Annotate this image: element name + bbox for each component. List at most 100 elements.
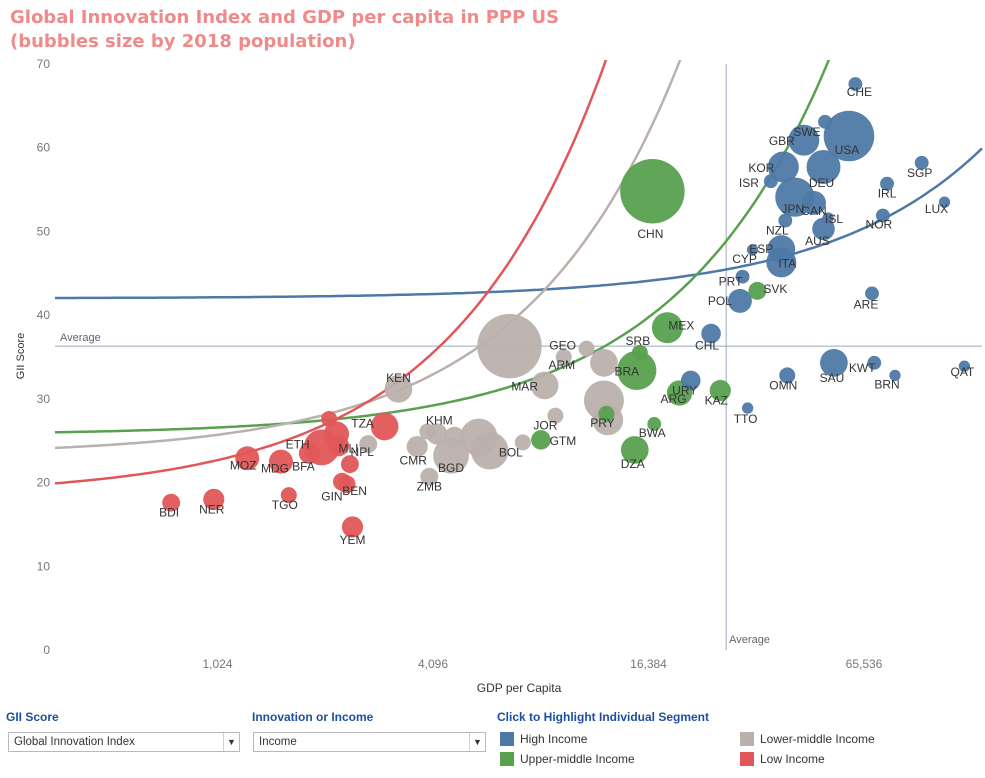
bubble-bol — [514, 434, 531, 451]
trend-line-low — [55, 60, 608, 485]
point-label-isl: ISL — [825, 212, 843, 226]
point-label-mdg: MDG — [261, 462, 289, 476]
point-label-jpn: JPN — [782, 202, 805, 216]
bubble-are — [865, 286, 879, 301]
bubble-bfa — [298, 442, 321, 464]
x-tick-label: 4,096 — [418, 657, 448, 671]
point-label-geo: GEO — [549, 339, 576, 353]
bubble-bwa — [647, 417, 662, 431]
bubble-qat — [958, 360, 971, 372]
point-label-sau: SAU — [820, 371, 845, 385]
bubble-sau — [820, 349, 848, 377]
point-label-yem: YEM — [339, 533, 365, 547]
y-tick-label: 50 — [37, 224, 51, 238]
point-label-bol: BOL — [499, 445, 523, 459]
bubble-che — [848, 77, 863, 92]
y-tick-label: 30 — [37, 392, 51, 406]
point-label-isr: ISR — [739, 176, 759, 190]
bubble-mex — [651, 312, 683, 344]
bubble-moz — [235, 446, 260, 471]
bubble-tza — [370, 412, 399, 441]
legend-label-low-income: Low Income — [760, 752, 825, 766]
chevron-down-icon[interactable]: ▼ — [223, 733, 239, 751]
point-label-khm: KHM — [426, 414, 453, 428]
point-label-irl: IRL — [878, 187, 897, 201]
legend-swatch-high-income — [500, 732, 514, 746]
bubble-npl — [359, 435, 378, 454]
bubble-sgp — [914, 155, 929, 170]
point-label-tgo: TGO — [272, 498, 298, 512]
y-axis-title: GII Score — [15, 333, 27, 379]
point-label-pry: PRY — [590, 416, 614, 430]
highlight-segment-title: Click to Highlight Individual Segment — [497, 710, 710, 724]
point-label-tza: TZA — [351, 416, 374, 430]
point-label-ner: NER — [199, 502, 225, 516]
point-label-chn: CHN — [637, 227, 663, 241]
bubble-pol — [727, 288, 752, 313]
bubble-jor — [547, 407, 564, 424]
point-label-prt: PRT — [719, 275, 743, 289]
legend-swatch-lower-middle-income — [740, 732, 754, 746]
legend-swatch-upper-middle-income — [500, 752, 514, 766]
scatter-chart[interactable]: 0 10 20 30 40 50 60 70 1,024 4,096 16,384 65,536 GDP… — [0, 0, 985, 700]
point-label-brn: BRN — [874, 377, 899, 391]
bubble-ury — [680, 370, 701, 391]
point-label-tto: TTO — [734, 412, 758, 426]
point-label-svk: SVK — [763, 282, 787, 296]
bubble-cyp — [746, 244, 759, 256]
point-label-kwt: KWT — [849, 361, 876, 375]
point-label-omn: OMN — [769, 378, 797, 392]
point-label-eth: ETH — [286, 437, 310, 451]
bubble-srb — [631, 344, 648, 361]
bubble-bgd — [433, 437, 469, 474]
point-label-are: ARE — [854, 297, 879, 311]
bubble-kaz — [709, 379, 731, 402]
bubble-gbr — [788, 124, 820, 156]
point-label-mli: MLI — [338, 442, 358, 456]
legend-item-upper-middle-income[interactable]: Upper-middle Income — [500, 752, 635, 768]
point-label-srb: SRB — [626, 334, 651, 348]
trend-line-high — [55, 147, 983, 300]
legend-item-low-income[interactable]: Low Income — [740, 752, 825, 768]
point-label-nor: NOR — [866, 218, 893, 232]
point-label-sgp: SGP — [907, 166, 932, 180]
bubble-esp — [767, 235, 796, 263]
bubble-isl — [822, 212, 834, 224]
chart-subtitle: (bubbles size by 2018 population) — [10, 31, 356, 52]
point-label-lux: LUX — [925, 202, 948, 216]
legend-item-lower-middle-income[interactable]: Lower-middle Income — [740, 732, 875, 748]
point-label-ken: KEN — [386, 371, 411, 385]
y-tick-label: 0 — [43, 643, 50, 657]
bubble-deu — [806, 149, 841, 184]
bubble-prt — [735, 269, 750, 284]
point-label-deu: DEU — [809, 176, 834, 190]
point-label-ben: BEN — [342, 484, 367, 498]
point-label-gbr: GBR — [769, 134, 795, 148]
bubble-swe — [818, 114, 832, 129]
chevron-down-icon[interactable]: ▼ — [469, 733, 485, 751]
point-label-zmb: ZMB — [417, 480, 442, 494]
bubble-kwt — [867, 355, 882, 370]
legend-swatch-low-income — [740, 752, 754, 766]
bubble-zmb — [420, 467, 439, 486]
point-label-npl: NPL — [351, 445, 375, 459]
point-label-cyp: CYP — [732, 252, 757, 266]
innovation-or-income-dropdown[interactable]: Income ▼ — [253, 732, 486, 752]
point-label-cmr: CMR — [400, 454, 428, 468]
point-label-dza: DZA — [621, 457, 645, 471]
y-tick-label: 10 — [37, 559, 51, 573]
chart-title-block: Global Innovation Index and GDP per capi… — [10, 6, 559, 54]
point-label-chl: CHL — [695, 339, 719, 353]
x-tick-label: 16,384 — [630, 657, 667, 671]
gii-score-dropdown[interactable]: Global Innovation Index ▼ — [8, 732, 240, 752]
bubble-chl — [701, 323, 721, 344]
legend-label-lower-middle-income: Lower-middle Income — [760, 732, 875, 746]
point-label-nzl: NZL — [766, 224, 789, 238]
gii-score-value: Global Innovation Index — [14, 736, 135, 748]
point-label-mex: MEX — [668, 319, 694, 333]
bubble-bdi — [162, 493, 181, 512]
legend-item-high-income[interactable]: High Income — [500, 732, 587, 748]
bubble-nor — [875, 208, 890, 223]
bubble-tto — [741, 402, 754, 414]
bubble-isr — [763, 174, 778, 189]
